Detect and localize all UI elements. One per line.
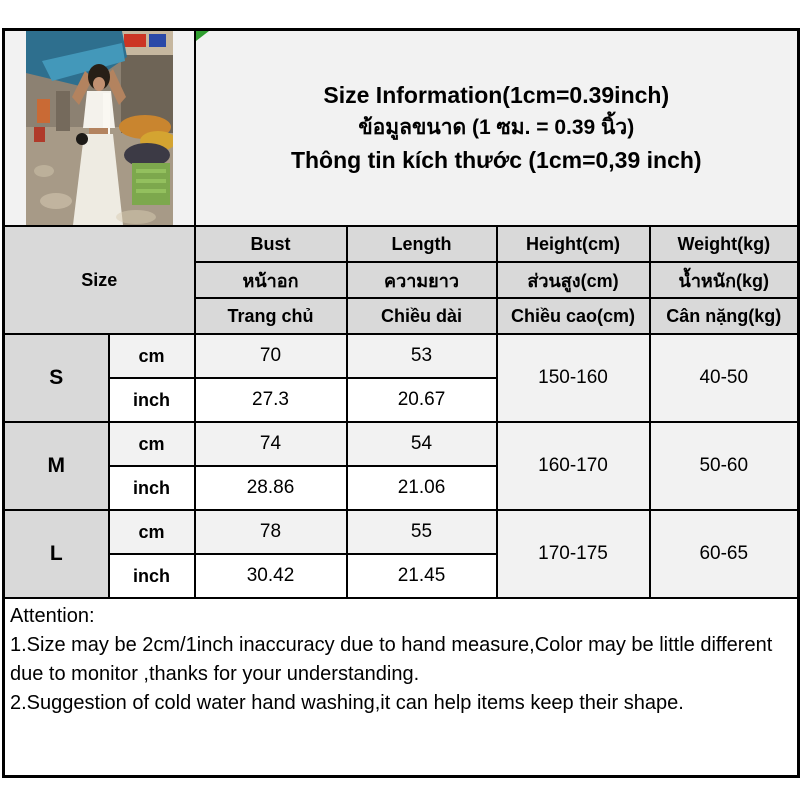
- row-s-inch: inch 27.3 20.67: [4, 377, 799, 423]
- title-vietnamese: Thông tin kích thước (1cm=0,39 inch): [290, 147, 702, 173]
- col-header-length-en: Length: [345, 225, 498, 263]
- attention-note-1: 1.Size may be 2cm/1inch inaccuracy due t…: [10, 634, 773, 685]
- row-m-cm: M cm 74 54 160-170 50-60: [2, 421, 800, 511]
- col-header-bust-th: หน้าอก: [193, 261, 348, 299]
- s-weight-range: 40-50: [648, 333, 800, 423]
- size-table: Size Information(1cm=0.39inch) ข้อมูลขนา…: [2, 28, 800, 778]
- col-header-height-vi: Chiều cao(cm): [495, 297, 651, 335]
- col-header-weight-en: Weight(kg): [648, 225, 800, 263]
- s-height-range: 150-160: [495, 333, 651, 423]
- s-length-inch: 20.67: [345, 377, 498, 423]
- attention-note-2: 2.Suggestion of cold water hand washing,…: [10, 692, 684, 714]
- m-bust-cm: 74: [193, 421, 348, 467]
- col-header-weight-vi: Cân nặng(kg): [648, 297, 800, 335]
- l-bust-cm: 78: [193, 509, 348, 555]
- header-row-vietnamese: Trang chủ Chiều dài Chiều cao(cm) Cân nặ…: [4, 297, 800, 335]
- title-row: Size Information(1cm=0.39inch) ข้อมูลขนา…: [2, 28, 800, 227]
- size-label-m: M: [2, 421, 110, 511]
- row-s-cm: S cm 70 53 150-160 40-50: [2, 333, 800, 423]
- unit-label-inch: inch: [107, 553, 196, 599]
- row-m-inch: inch 28.86 21.06: [4, 465, 799, 511]
- product-photo: [25, 31, 173, 225]
- l-bust-inch: 30.42: [193, 553, 348, 599]
- unit-label-inch: inch: [107, 377, 196, 423]
- col-header-length-vi: Chiều dài: [345, 297, 498, 335]
- m-weight-range: 50-60: [648, 421, 800, 511]
- unit-label-cm: cm: [107, 333, 196, 379]
- col-header-bust-en: Bust: [193, 225, 348, 263]
- l-length-inch: 21.45: [345, 553, 498, 599]
- col-header-length-th: ความยาว: [345, 261, 498, 299]
- col-header-height-en: Height(cm): [495, 225, 651, 263]
- unit-label-inch: inch: [107, 465, 196, 511]
- header-row-english: Size Bust Length Height(cm) Weight(kg): [2, 225, 800, 335]
- unit-label-cm: cm: [107, 509, 196, 555]
- corner-marker-icon: [196, 31, 209, 41]
- title-thai: ข้อมูลขนาด (1 ซม. = 0.39 นิ้ว): [358, 116, 635, 139]
- unit-label-cm: cm: [107, 421, 196, 467]
- size-header: Size: [2, 225, 196, 335]
- m-length-cm: 54: [345, 421, 498, 467]
- l-height-range: 170-175: [495, 509, 651, 599]
- title-cell: Size Information(1cm=0.39inch) ข้อมูลขนา…: [193, 28, 800, 227]
- s-bust-inch: 27.3: [193, 377, 348, 423]
- s-length-cm: 53: [345, 333, 498, 379]
- attention-heading: Attention:: [10, 605, 95, 627]
- attention-box: Attention: 1.Size may be 2cm/1inch inacc…: [2, 597, 800, 777]
- row-l-inch: inch 30.42 21.45: [4, 553, 799, 599]
- m-length-inch: 21.06: [345, 465, 498, 511]
- m-height-range: 160-170: [495, 421, 651, 511]
- s-bust-cm: 70: [193, 333, 348, 379]
- col-header-height-th: ส่วนสูง(cm): [495, 261, 651, 299]
- header-row-thai: หน้าอก ความยาว ส่วนสูง(cm) น้ำหนัก(kg): [4, 261, 800, 299]
- product-photo-cell: [2, 28, 196, 227]
- l-length-cm: 55: [345, 509, 498, 555]
- col-header-bust-vi: Trang chủ: [193, 297, 348, 335]
- l-weight-range: 60-65: [648, 509, 800, 599]
- col-header-weight-th: น้ำหนัก(kg): [648, 261, 800, 299]
- size-label-s: S: [2, 333, 110, 423]
- size-label-l: L: [2, 509, 110, 599]
- row-l-cm: L cm 78 55 170-175 60-65: [2, 509, 800, 599]
- attention-row: Attention: 1.Size may be 2cm/1inch inacc…: [2, 597, 800, 777]
- m-bust-inch: 28.86: [193, 465, 348, 511]
- title-english: Size Information(1cm=0.39inch): [323, 82, 670, 108]
